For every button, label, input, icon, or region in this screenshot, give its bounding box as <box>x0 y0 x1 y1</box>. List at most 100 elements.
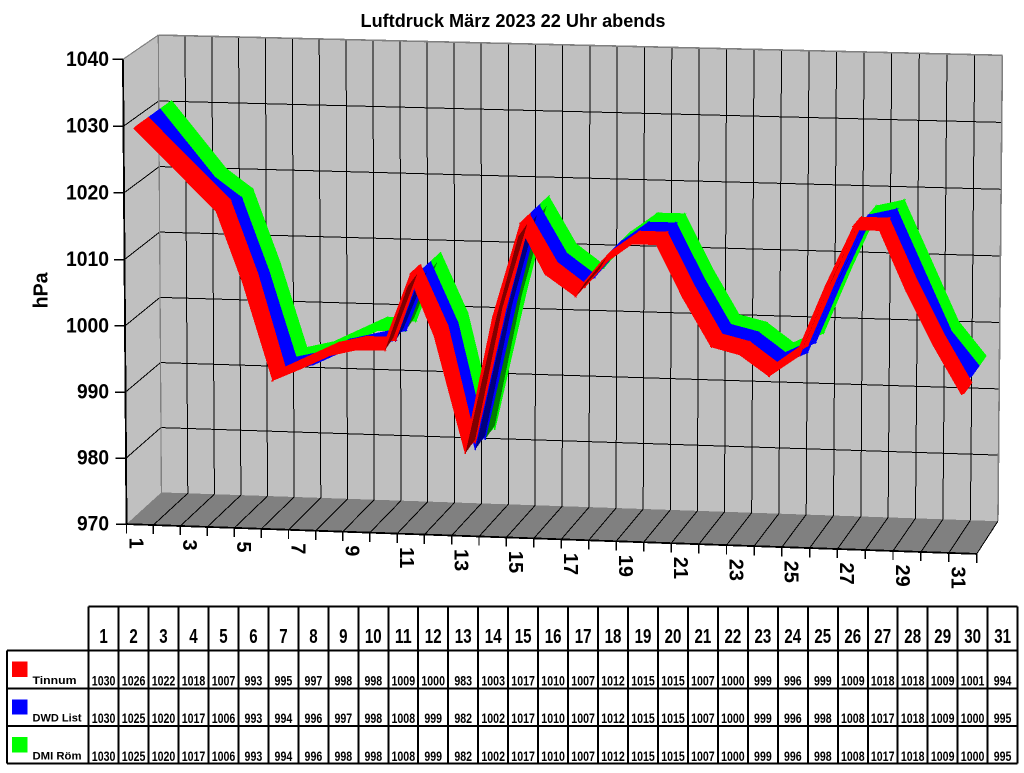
svg-text:1012: 1012 <box>601 711 625 726</box>
svg-text:997: 997 <box>305 673 323 688</box>
svg-text:998: 998 <box>364 749 382 764</box>
svg-text:19: 19 <box>635 626 652 648</box>
svg-text:997: 997 <box>334 711 352 726</box>
svg-text:993: 993 <box>245 749 263 764</box>
svg-text:1007: 1007 <box>212 673 236 688</box>
svg-text:1015: 1015 <box>631 673 655 688</box>
svg-text:5: 5 <box>232 541 254 552</box>
svg-text:1012: 1012 <box>601 749 625 764</box>
svg-text:17: 17 <box>559 553 581 575</box>
svg-text:998: 998 <box>334 749 352 764</box>
svg-text:994: 994 <box>275 749 293 764</box>
svg-text:13: 13 <box>450 549 472 571</box>
svg-text:1017: 1017 <box>511 711 535 726</box>
svg-text:1022: 1022 <box>152 673 176 688</box>
svg-text:14: 14 <box>485 626 502 648</box>
svg-text:1010: 1010 <box>541 673 565 688</box>
svg-text:1020: 1020 <box>152 711 176 726</box>
svg-text:970: 970 <box>77 513 109 536</box>
svg-text:Luftdruck März 2023 22 Uhr abe: Luftdruck März 2023 22 Uhr abends <box>361 11 666 31</box>
svg-text:1017: 1017 <box>871 749 895 764</box>
svg-text:27: 27 <box>874 626 891 648</box>
svg-text:1000: 1000 <box>421 673 445 688</box>
svg-text:31: 31 <box>994 626 1011 648</box>
svg-text:27: 27 <box>835 563 857 585</box>
svg-text:993: 993 <box>245 673 263 688</box>
svg-text:22: 22 <box>725 626 742 648</box>
svg-text:21: 21 <box>695 626 712 648</box>
svg-text:30: 30 <box>964 626 981 648</box>
svg-text:996: 996 <box>305 749 323 764</box>
svg-text:1015: 1015 <box>661 749 685 764</box>
svg-text:1007: 1007 <box>571 749 595 764</box>
svg-text:999: 999 <box>424 711 442 726</box>
svg-text:1015: 1015 <box>661 673 685 688</box>
svg-text:1010: 1010 <box>541 711 565 726</box>
svg-text:1018: 1018 <box>871 673 895 688</box>
svg-text:15: 15 <box>515 626 532 648</box>
svg-text:999: 999 <box>814 673 832 688</box>
svg-text:982: 982 <box>454 711 472 726</box>
svg-text:996: 996 <box>305 711 323 726</box>
svg-text:1015: 1015 <box>661 711 685 726</box>
svg-text:990: 990 <box>77 381 109 404</box>
svg-text:17: 17 <box>575 626 592 648</box>
svg-text:28: 28 <box>904 626 921 648</box>
svg-text:1000: 1000 <box>66 314 109 337</box>
svg-text:1020: 1020 <box>152 749 176 764</box>
svg-text:6: 6 <box>249 626 257 648</box>
svg-text:1006: 1006 <box>212 711 236 726</box>
svg-text:1009: 1009 <box>392 673 416 688</box>
svg-text:995: 995 <box>994 711 1012 726</box>
svg-text:1015: 1015 <box>631 711 655 726</box>
svg-text:21: 21 <box>669 557 691 579</box>
svg-text:1000: 1000 <box>961 749 985 764</box>
svg-text:Tinnum: Tinnum <box>33 675 77 687</box>
svg-text:1009: 1009 <box>931 673 955 688</box>
svg-text:19: 19 <box>614 555 636 577</box>
svg-text:999: 999 <box>754 749 772 764</box>
svg-text:1009: 1009 <box>931 749 955 764</box>
svg-text:1000: 1000 <box>961 711 985 726</box>
svg-text:1007: 1007 <box>571 711 595 726</box>
svg-text:2: 2 <box>129 626 137 648</box>
svg-text:994: 994 <box>275 711 293 726</box>
svg-text:998: 998 <box>814 749 832 764</box>
svg-text:9: 9 <box>339 626 347 648</box>
svg-text:1: 1 <box>124 538 146 549</box>
svg-text:1030: 1030 <box>92 673 116 688</box>
svg-text:26: 26 <box>844 626 861 648</box>
svg-text:998: 998 <box>814 711 832 726</box>
svg-text:25: 25 <box>780 561 802 583</box>
svg-text:3: 3 <box>178 540 200 551</box>
svg-text:999: 999 <box>754 711 772 726</box>
svg-text:1017: 1017 <box>182 749 206 764</box>
svg-text:1000: 1000 <box>721 749 745 764</box>
svg-text:996: 996 <box>784 673 802 688</box>
svg-text:1030: 1030 <box>92 711 116 726</box>
svg-text:7: 7 <box>286 543 308 554</box>
svg-text:1017: 1017 <box>182 711 206 726</box>
svg-text:1008: 1008 <box>841 749 865 764</box>
svg-text:12: 12 <box>425 626 442 648</box>
svg-text:1: 1 <box>99 626 107 648</box>
svg-text:1007: 1007 <box>571 673 595 688</box>
svg-text:23: 23 <box>724 559 746 581</box>
svg-text:DMI Röm: DMI Röm <box>33 750 82 762</box>
svg-text:982: 982 <box>454 749 472 764</box>
svg-text:15: 15 <box>504 551 526 573</box>
svg-text:1012: 1012 <box>601 673 625 688</box>
svg-text:994: 994 <box>994 673 1012 688</box>
svg-text:1002: 1002 <box>481 749 505 764</box>
svg-text:10: 10 <box>365 626 382 648</box>
svg-text:1017: 1017 <box>511 673 535 688</box>
svg-text:1018: 1018 <box>901 711 925 726</box>
svg-text:20: 20 <box>665 626 682 648</box>
svg-text:1002: 1002 <box>481 711 505 726</box>
svg-text:1006: 1006 <box>212 749 236 764</box>
svg-text:13: 13 <box>455 626 472 648</box>
svg-text:999: 999 <box>424 749 442 764</box>
svg-text:1010: 1010 <box>541 749 565 764</box>
svg-text:9: 9 <box>341 545 363 556</box>
svg-text:1008: 1008 <box>841 711 865 726</box>
